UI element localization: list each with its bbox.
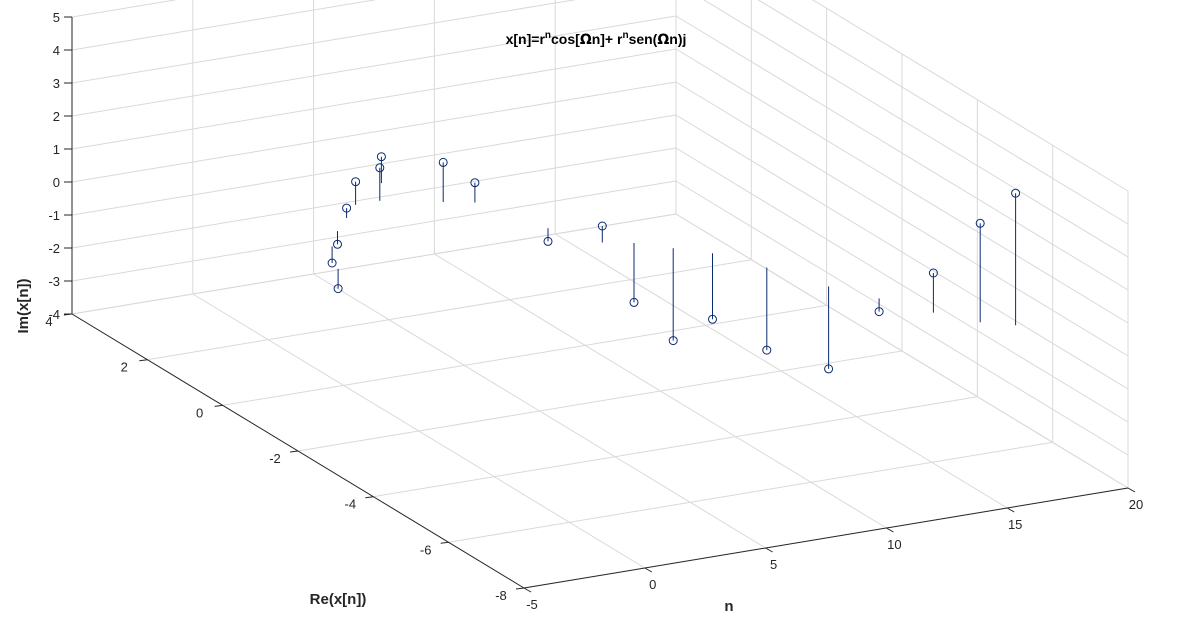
y-tick-mark (365, 496, 374, 499)
grid-line (675, 48, 1129, 324)
grid-line (703, 0, 1129, 258)
grid-line (71, 147, 677, 249)
stem-marker (351, 177, 361, 187)
grid-line (71, 114, 677, 216)
y-tick-mark (440, 541, 449, 544)
z-tick-label: 5 (53, 10, 60, 25)
y-tick-mark (515, 587, 525, 590)
stem-marker (824, 364, 834, 374)
x-tick-mark (1006, 507, 1015, 513)
x-tick-mark (644, 567, 653, 573)
x-tick-label: 0 (649, 577, 656, 592)
grid-line (675, 213, 1129, 489)
y-tick-label: -2 (269, 451, 281, 466)
grid-lines (71, 0, 1129, 589)
z-tick-label: -1 (48, 208, 60, 223)
y-tick-mark (289, 450, 299, 453)
stem-marker (543, 236, 553, 246)
x-axis-line (523, 487, 1129, 589)
grid-line (71, 180, 677, 282)
stem-marker (928, 268, 938, 278)
grid-line (71, 213, 677, 315)
z-tick-label: -3 (48, 274, 60, 289)
y-tick-label: -8 (495, 588, 507, 603)
x-tick-mark (523, 587, 532, 593)
x-tick-label: 10 (887, 537, 901, 552)
x-tick-label: 15 (1008, 517, 1022, 532)
grid-line (448, 441, 1053, 543)
grid-line (147, 259, 752, 361)
x-tick-label: 5 (770, 557, 777, 572)
stem-marker (708, 314, 717, 324)
x-tick-mark (886, 527, 894, 533)
x-tick-mark (1127, 487, 1136, 493)
stem-marker (975, 218, 985, 228)
y-tick-mark (139, 359, 148, 362)
stem-marker (597, 221, 607, 231)
y-tick-label: -4 (345, 497, 357, 512)
x-tick-mark (765, 547, 773, 553)
stem-marker (629, 297, 639, 307)
axes (63, 16, 1136, 593)
z-tick-label: 1 (53, 142, 60, 157)
grid-line (811, 0, 1129, 192)
z-tick-label: -2 (48, 241, 60, 256)
z-tick-label: 0 (53, 175, 60, 190)
z-axis-label: Im(x[n]) (15, 279, 32, 334)
stem-marker (327, 258, 337, 268)
stem-marker (874, 307, 884, 317)
stem-marker (438, 157, 448, 167)
grid-line (71, 0, 577, 84)
grid-line (675, 147, 1129, 423)
grid-line (675, 180, 1129, 456)
grid-line (757, 0, 1129, 225)
chart-title: x[n]=rncos[Ωn]+ rnsen(Ωn)j (506, 30, 687, 48)
x-tick-label: 20 (1129, 497, 1143, 512)
y-tick-label: 4 (45, 314, 52, 329)
z-tick-label: 4 (53, 43, 60, 58)
stems (327, 152, 1021, 374)
stem-marker (762, 345, 772, 355)
stem-marker (1011, 188, 1021, 198)
grid-line (675, 81, 1129, 357)
z-tick-label: -4 (48, 307, 60, 322)
grid-line (71, 15, 677, 117)
stem-marker (342, 203, 352, 213)
z-tick-label: 2 (53, 109, 60, 124)
x-tick-label: -5 (526, 597, 538, 612)
grid-line (675, 114, 1129, 390)
grid-line (71, 0, 378, 51)
grid-line (297, 350, 903, 452)
grid-line (71, 81, 677, 183)
y-tick-label: -6 (420, 542, 432, 557)
x-axis-label: n (724, 598, 733, 615)
grid-line (71, 48, 677, 150)
y-tick-label: 2 (121, 360, 128, 375)
grid-line (71, 0, 178, 18)
stem-marker (376, 152, 386, 162)
y-tick-mark (214, 404, 223, 407)
stem-marker (375, 163, 385, 173)
grid-line (222, 304, 827, 406)
stem-marker (333, 239, 342, 249)
stem-marker (668, 336, 678, 346)
y-axis-label: Re(x[n]) (310, 591, 367, 608)
stem-marker (333, 284, 343, 294)
y-tick-label: 0 (196, 405, 203, 420)
grid-line (675, 15, 1129, 291)
stem-marker (470, 178, 480, 188)
z-tick-label: 3 (53, 76, 60, 91)
grid-line (373, 396, 978, 498)
